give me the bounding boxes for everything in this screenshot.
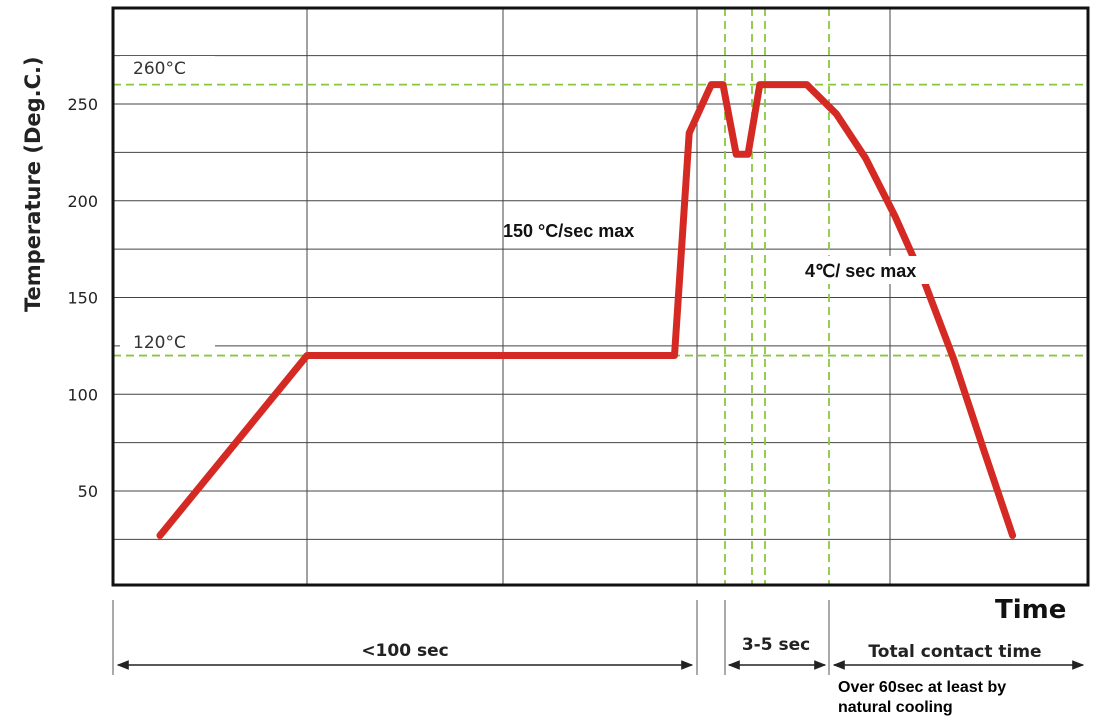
interval-label-contact: Total contact time bbox=[868, 642, 1041, 662]
interval-label-preheat: <100 sec bbox=[361, 641, 448, 661]
ref-label-bg bbox=[120, 56, 215, 78]
y-tick-labels: 50 100 150 200 250 bbox=[67, 95, 98, 501]
x-axis-label: Time bbox=[995, 595, 1066, 625]
y-tick-label: 150 bbox=[67, 289, 98, 308]
ref-label-260: 260°C bbox=[133, 59, 186, 79]
y-tick-label: 200 bbox=[67, 192, 98, 211]
interval-brackets bbox=[112, 600, 830, 675]
interval-label-peak: 3-5 sec bbox=[742, 635, 810, 655]
grid bbox=[113, 8, 1088, 585]
reference-lines bbox=[113, 8, 1088, 585]
cooling-note-line-2: natural cooling bbox=[838, 699, 953, 716]
ref-label-120: 120°C bbox=[133, 333, 186, 353]
y-tick-label: 50 bbox=[78, 482, 98, 501]
temperature-profile-line bbox=[156, 81, 1017, 539]
plot-frame bbox=[111, 6, 1090, 587]
cooling-rate-label-bg bbox=[800, 256, 966, 284]
y-axis-label: Temperature (Deg.C.) bbox=[21, 56, 45, 312]
y-tick-label: 100 bbox=[67, 385, 98, 404]
cooling-note-line-1: Over 60sec at least by bbox=[838, 679, 1006, 696]
ramp-up-rate-label: 150 °C/sec max bbox=[503, 221, 634, 241]
cooling-rate-label: 4℃/ sec max bbox=[805, 261, 916, 281]
y-tick-label: 250 bbox=[67, 95, 98, 114]
ref-label-bg bbox=[120, 330, 215, 352]
